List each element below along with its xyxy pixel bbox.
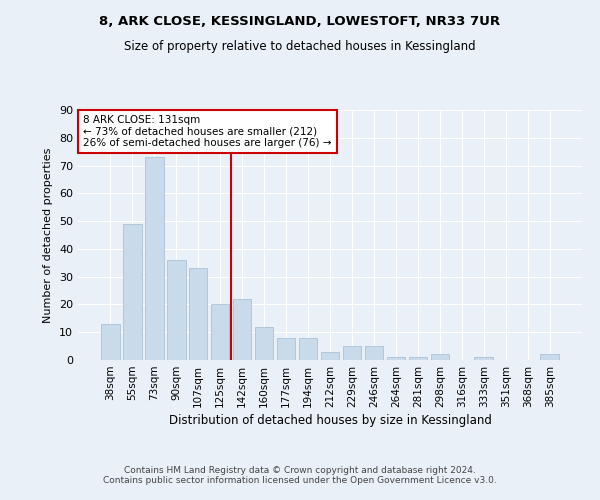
- Text: Size of property relative to detached houses in Kessingland: Size of property relative to detached ho…: [124, 40, 476, 53]
- Bar: [320, 352, 340, 360]
- Bar: [123, 224, 142, 360]
- Bar: [386, 357, 405, 360]
- Bar: [343, 346, 361, 360]
- Bar: [409, 357, 427, 360]
- Bar: [277, 338, 295, 360]
- Bar: [145, 157, 164, 360]
- Bar: [211, 304, 229, 360]
- Bar: [189, 268, 208, 360]
- Bar: [475, 357, 493, 360]
- Bar: [541, 354, 559, 360]
- Bar: [101, 324, 119, 360]
- Y-axis label: Number of detached properties: Number of detached properties: [43, 148, 53, 322]
- Text: 8, ARK CLOSE, KESSINGLAND, LOWESTOFT, NR33 7UR: 8, ARK CLOSE, KESSINGLAND, LOWESTOFT, NR…: [100, 15, 500, 28]
- Bar: [431, 354, 449, 360]
- Bar: [233, 299, 251, 360]
- Bar: [255, 326, 274, 360]
- Bar: [365, 346, 383, 360]
- X-axis label: Distribution of detached houses by size in Kessingland: Distribution of detached houses by size …: [169, 414, 491, 427]
- Text: 8 ARK CLOSE: 131sqm
← 73% of detached houses are smaller (212)
26% of semi-detac: 8 ARK CLOSE: 131sqm ← 73% of detached ho…: [83, 115, 332, 148]
- Text: Contains HM Land Registry data © Crown copyright and database right 2024.
Contai: Contains HM Land Registry data © Crown c…: [103, 466, 497, 485]
- Bar: [299, 338, 317, 360]
- Bar: [167, 260, 185, 360]
